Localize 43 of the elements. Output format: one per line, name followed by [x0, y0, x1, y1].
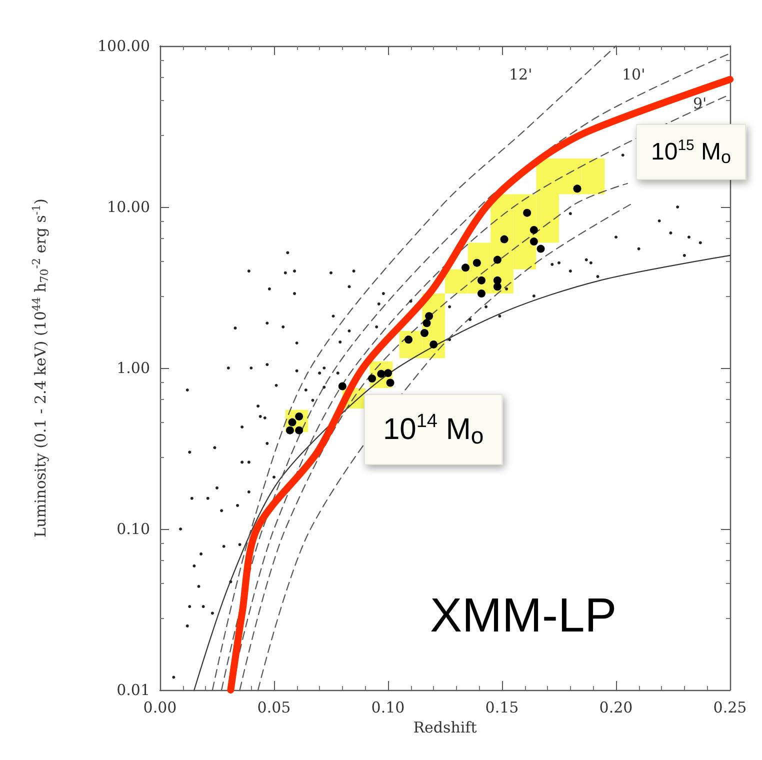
annotation: XMM-LP: [430, 590, 617, 642]
point: [295, 426, 304, 434]
point: [536, 244, 545, 253]
point: [493, 282, 502, 291]
point: [368, 374, 376, 383]
y-tick-label: 0.10: [116, 520, 150, 538]
point: [425, 312, 434, 320]
x-tick-label: 0.20: [599, 698, 633, 716]
point: [530, 226, 538, 234]
point: [477, 290, 486, 298]
point: [530, 238, 538, 246]
point: [477, 276, 486, 284]
point: [286, 426, 294, 434]
annotation: 10': [622, 66, 646, 84]
x-tick-label: 0.25: [713, 698, 747, 716]
y-tick-label: 0.01: [116, 681, 150, 699]
annotation: 12': [509, 66, 532, 84]
point: [288, 418, 296, 426]
point: [493, 256, 502, 264]
point: [295, 412, 304, 420]
point: [384, 369, 392, 378]
point: [422, 319, 431, 328]
x-tick-label: 0.05: [257, 698, 291, 716]
x-axis-title: Redshift: [413, 718, 477, 736]
line-series: [194, 254, 731, 691]
point: [338, 382, 346, 390]
x-tick-label: 0.10: [371, 698, 405, 716]
x-tick-label: 0.00: [143, 698, 177, 716]
y-tick-label: 10.00: [107, 198, 150, 216]
point: [472, 258, 481, 267]
x-tick-label: 0.15: [485, 698, 519, 716]
point: [404, 336, 413, 344]
y-tick-label: 1.00: [116, 359, 150, 377]
point: [430, 340, 438, 348]
point: [420, 328, 428, 337]
annotation: 9': [693, 94, 707, 112]
y-axis-title: Luminosity (0.1 - 2.4 keV) (1044 h70-2 erg s-1): [30, 198, 51, 538]
point: [386, 378, 394, 387]
point: [500, 235, 508, 244]
y-tick-label: 100.00: [98, 37, 150, 55]
point: [573, 184, 582, 193]
point: [462, 264, 470, 272]
point: [523, 208, 532, 217]
